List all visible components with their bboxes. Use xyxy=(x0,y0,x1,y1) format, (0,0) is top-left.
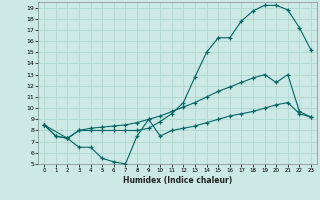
X-axis label: Humidex (Indice chaleur): Humidex (Indice chaleur) xyxy=(123,176,232,185)
